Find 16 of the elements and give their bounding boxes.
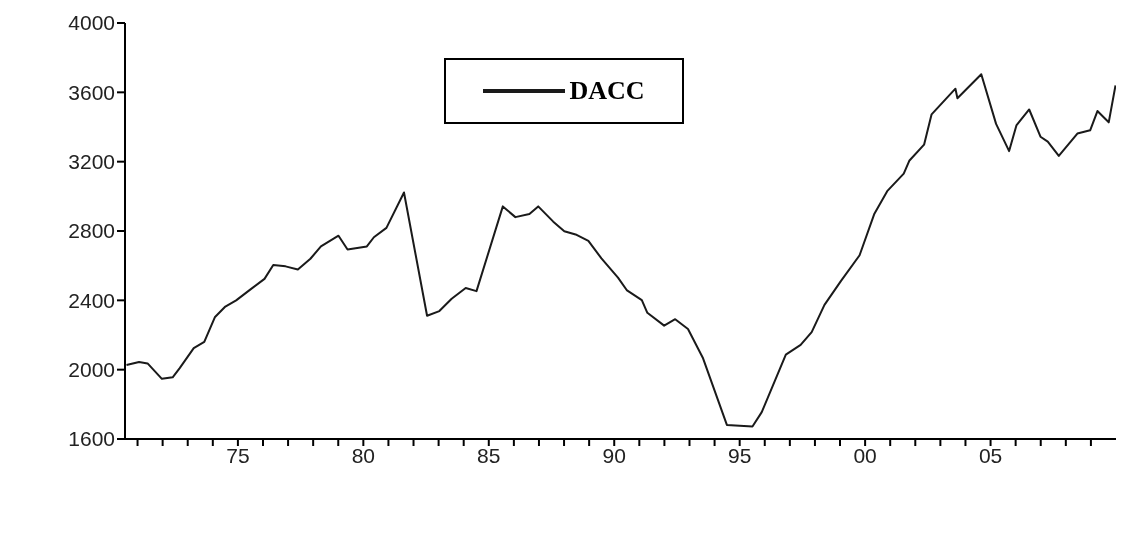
- x-tick-label: 95: [727, 443, 752, 467]
- y-tick-label: 2800: [68, 219, 115, 243]
- y-tick-label: 3200: [68, 150, 115, 174]
- x-tick-label: 85: [477, 443, 501, 467]
- y-tick-label: 2000: [68, 358, 115, 382]
- line-series: [125, 73, 1116, 428]
- x-tick-label: 90: [602, 443, 626, 467]
- x-tick-label: 05: [978, 443, 1003, 467]
- x-tick-label: 00: [853, 443, 877, 467]
- x-tick-label: 75: [226, 443, 250, 467]
- y-tick-label: 4000: [68, 11, 115, 35]
- y-tick-label: 1600: [68, 427, 115, 451]
- y-tick-label: 3600: [68, 80, 115, 104]
- legend-label: DACC: [569, 76, 645, 106]
- x-tick-label: 80: [351, 443, 376, 467]
- y-tick-label: 2400: [68, 288, 115, 312]
